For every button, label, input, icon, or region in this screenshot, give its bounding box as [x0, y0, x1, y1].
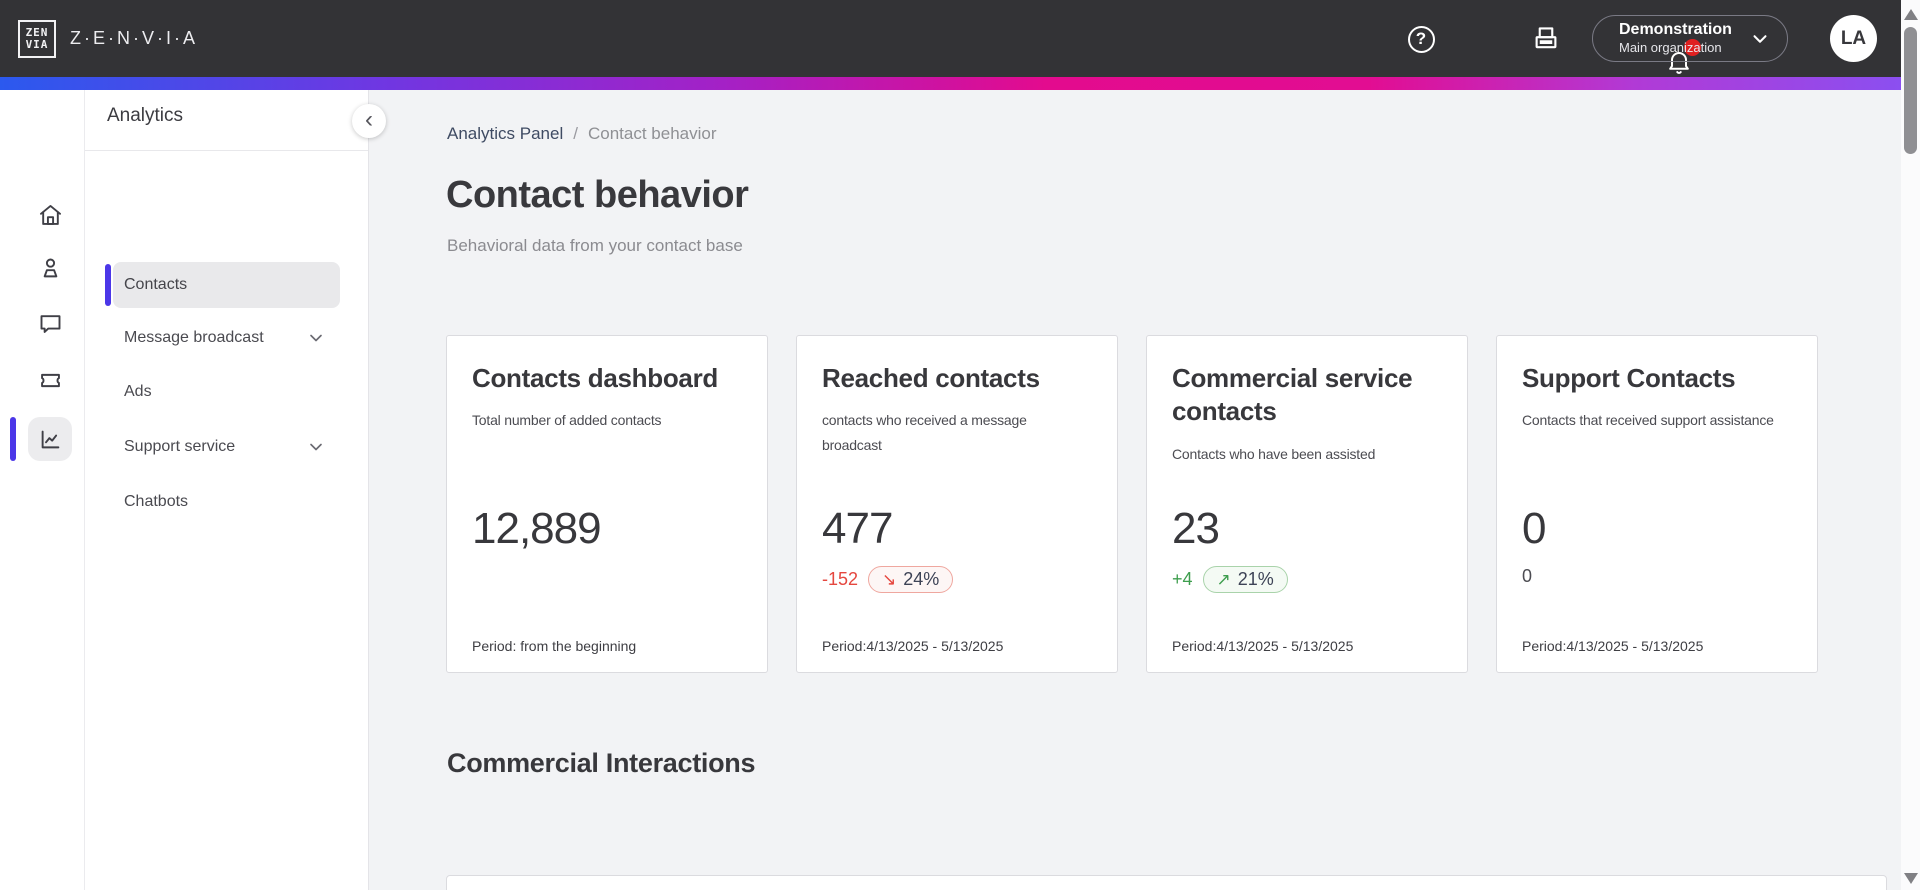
- card-period: Period: from the beginning: [472, 638, 637, 654]
- delta-percent: 21%: [1237, 569, 1274, 589]
- rail-item-tickets[interactable]: [28, 358, 72, 402]
- card-title: Commercial service contacts: [1172, 363, 1413, 427]
- zenvia-brand: ZEN VIA Z·E·N·V·I·A: [18, 19, 198, 58]
- sidebar-item-label: Support service: [124, 438, 236, 455]
- page-title: Contact behavior: [446, 174, 749, 216]
- chevron-down-icon: [306, 328, 326, 348]
- sidebar-item-ads[interactable]: Ads: [113, 369, 340, 415]
- card-description: contacts who received a message broadcas…: [822, 412, 1027, 454]
- rail-item-analytics[interactable]: [28, 417, 72, 461]
- organization-switcher[interactable]: Demonstration Main organization: [1592, 15, 1788, 62]
- sidebar-item-message-broadcast[interactable]: Message broadcast: [113, 315, 340, 361]
- breadcrumb-current: Contact behavior: [587, 124, 717, 143]
- card-title: Reached contacts: [822, 363, 1040, 393]
- page-subtitle: Behavioral data from your contact base: [447, 236, 743, 255]
- delta-value: 0: [1522, 566, 1533, 586]
- logo-line1: ZEN: [25, 25, 49, 39]
- card-reached-contacts: Reached contacts contacts who received a…: [796, 335, 1118, 673]
- summary-cards-row: Contacts dashboard Total number of added…: [446, 335, 1818, 673]
- sidebar-title: Analytics: [107, 105, 184, 126]
- trend-badge: ↘ 24%: [868, 566, 954, 593]
- card-value: 23: [1172, 504, 1220, 553]
- sidebar-item-label: Ads: [124, 383, 152, 400]
- avatar-initials: LA: [1840, 27, 1867, 49]
- scroll-down-arrow[interactable]: [1904, 873, 1918, 884]
- analytics-sidebar: Analytics Contacts Message broadcast Ads…: [85, 90, 369, 890]
- brand-gradient-bar: [0, 77, 1901, 90]
- chevron-down-icon: [306, 437, 326, 457]
- print-button[interactable]: [1530, 23, 1562, 55]
- sidebar-item-support-service[interactable]: Support service: [113, 424, 340, 470]
- card-description: Contacts who have been assisted: [1172, 445, 1376, 462]
- card-period: Period:4/13/2025 - 5/13/2025: [1522, 638, 1704, 654]
- chevron-left-icon: ‹: [365, 105, 373, 133]
- sidebar-item-label: Chatbots: [124, 493, 189, 510]
- printer-icon: [1535, 27, 1557, 49]
- delta-percent: 24%: [903, 569, 940, 589]
- section-title-commercial-interactions: Commercial Interactions: [447, 748, 756, 778]
- brand-text: Z·E·N·V·I·A: [70, 28, 198, 48]
- notification-dot: [1683, 38, 1701, 56]
- notifications-button[interactable]: [1663, 38, 1701, 78]
- bell-icon: [1669, 51, 1689, 74]
- rail-item-home[interactable]: [28, 193, 72, 237]
- card-title: Contacts dashboard: [472, 363, 718, 393]
- card-delta-row: +4 ↗ 21%: [1172, 566, 1288, 593]
- sidebar-collapse-button[interactable]: ‹: [352, 104, 386, 138]
- card-value: 477: [822, 504, 893, 553]
- card-delta-row: -152 ↘ 24%: [822, 566, 954, 593]
- ticket-icon: [40, 373, 60, 387]
- card-commercial-service-contacts: Commercial service contacts Contacts who…: [1146, 335, 1468, 673]
- help-icon: ?: [1407, 25, 1435, 53]
- card-title: Support Contacts: [1522, 363, 1736, 393]
- sidebar-item-label: Message broadcast: [124, 329, 264, 346]
- trend-badge: ↗ 21%: [1202, 566, 1288, 593]
- trend-up-icon: ↗: [1216, 569, 1231, 589]
- scrollbar[interactable]: [1901, 0, 1920, 890]
- delta-value: +4: [1172, 569, 1193, 589]
- breadcrumb: Analytics Panel / Contact behavior: [447, 124, 717, 144]
- breadcrumb-analytics-panel[interactable]: Analytics Panel: [447, 124, 564, 143]
- breadcrumb-separator: /: [573, 124, 578, 143]
- analytics-icon: [41, 430, 59, 448]
- card-period: Period:4/13/2025 - 5/13/2025: [1172, 638, 1354, 654]
- card-description: Contacts that received support assistanc…: [1522, 412, 1774, 429]
- card-description: Total number of added contacts: [472, 412, 662, 429]
- help-button[interactable]: ?: [1405, 23, 1437, 55]
- contacts-icon: [43, 258, 57, 277]
- delta-value: -152: [822, 569, 859, 589]
- card-period: Period:4/13/2025 - 5/13/2025: [822, 638, 1004, 654]
- sidebar-divider: [85, 150, 368, 151]
- rail-item-contacts[interactable]: [28, 246, 72, 290]
- user-avatar[interactable]: LA: [1830, 15, 1877, 62]
- sidebar-item-contacts[interactable]: Contacts: [113, 262, 340, 308]
- card-delta-row: 0: [1522, 566, 1532, 587]
- commercial-interactions-card: [446, 875, 1887, 890]
- logo-line2: VIA: [25, 37, 49, 51]
- chat-icon: [40, 314, 60, 333]
- zenvia-logo-icon: ZEN VIA: [18, 19, 56, 58]
- trend-down-icon: ↘: [882, 569, 897, 589]
- scroll-thumb[interactable]: [1904, 27, 1917, 154]
- card-contacts-dashboard: Contacts dashboard Total number of added…: [446, 335, 768, 673]
- card-support-contacts: Support Contacts Contacts that received …: [1496, 335, 1818, 673]
- sidebar-item-label: Contacts: [124, 276, 188, 293]
- nav-rail: [0, 90, 85, 890]
- org-name: Demonstration: [1619, 21, 1732, 39]
- sidebar-selected-indicator: [105, 264, 111, 306]
- chevron-down-icon: [1749, 28, 1771, 50]
- app-header: ZEN VIA Z·E·N·V·I·A ? Demonstration Main…: [0, 0, 1920, 77]
- sidebar-item-chatbots[interactable]: Chatbots: [113, 479, 340, 525]
- rail-item-chat[interactable]: [28, 301, 72, 345]
- org-sub: Main organization: [1619, 40, 1722, 56]
- card-value: 0: [1522, 504, 1547, 553]
- card-value: 12,889: [472, 504, 602, 553]
- scroll-up-arrow[interactable]: [1904, 9, 1918, 20]
- home-icon: [39, 204, 61, 225]
- rail-active-indicator: [10, 417, 16, 461]
